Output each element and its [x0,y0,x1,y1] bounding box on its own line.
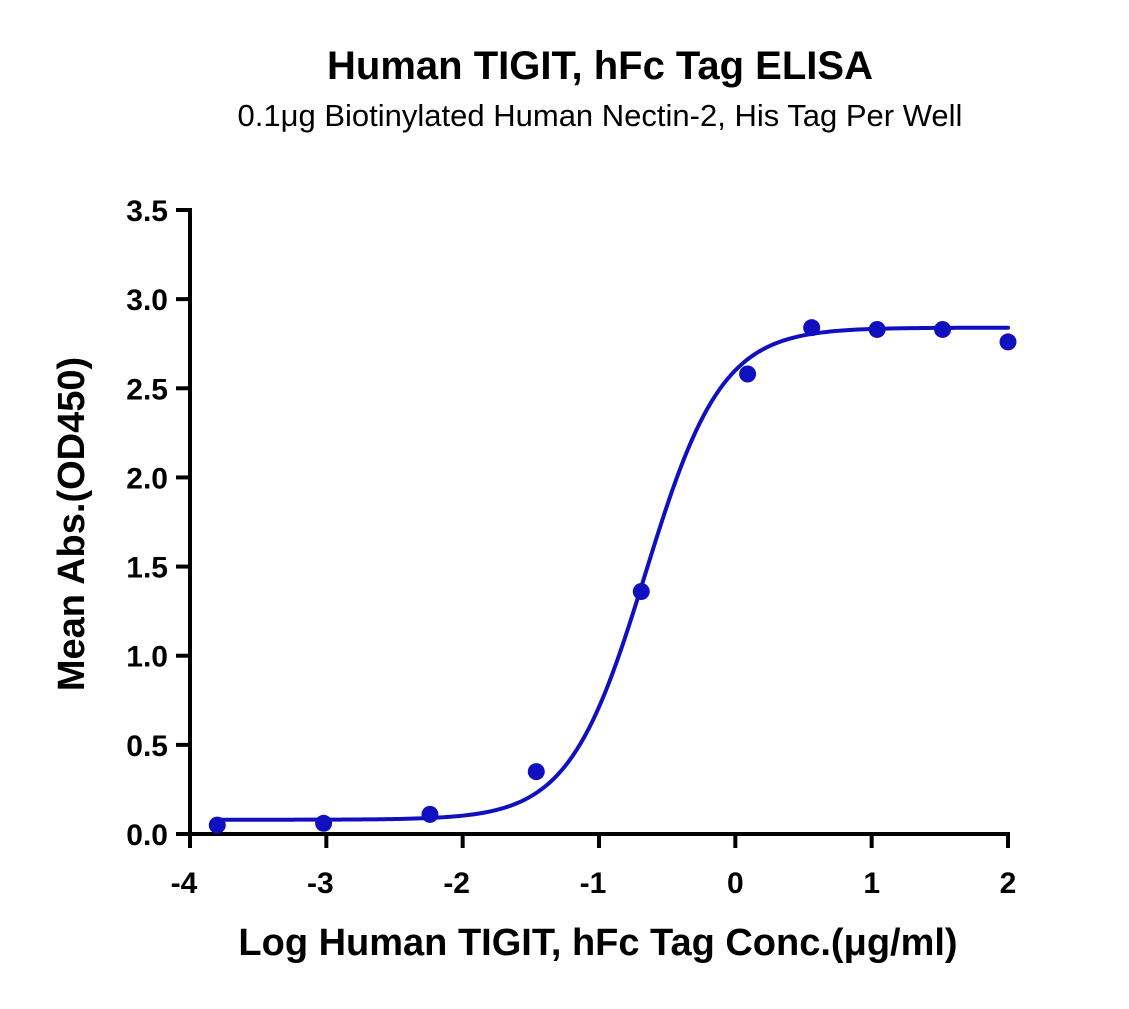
data-points-layer [208,319,1017,834]
data-point [527,763,545,781]
y-axis-label: Mean Abs.(OD450) [51,357,93,691]
chart-subtitle: 0.1μg Biotinylated Human Nectin-2, His T… [237,98,963,133]
x-tick-label: 1 [863,867,880,900]
x-tick-label: -1 [580,867,607,900]
y-tick-label: 0.0 [126,819,168,852]
y-tick-label: 3.5 [126,195,168,228]
axes: 0.0 0.5 1.0 1.5 2.0 2.5 3.0 3.5 -4 -3 -2 -1 0 1 2 [126,195,1016,900]
x-tick-label: -4 [171,867,198,900]
x-tick-label: -2 [443,867,470,900]
data-point [934,320,952,338]
data-point [739,365,757,383]
x-axis-label: Log Human TIGIT, hFc Tag Conc.(μg/ml) [238,922,957,964]
data-point [999,333,1017,351]
y-tick-label: 1.0 [126,641,168,674]
data-point [421,805,439,823]
data-point [803,319,821,337]
data-point [208,816,226,834]
y-tick-label: 3.0 [126,284,168,317]
data-point [868,320,886,338]
y-tick-label: 1.5 [126,552,168,585]
data-point [632,583,650,601]
x-tick-label: 0 [727,867,744,900]
chart-title: Human TIGIT, hFc Tag ELISA [327,44,873,88]
y-tick-label: 2.0 [126,462,168,495]
fit-curve-layer [215,325,1010,822]
data-point [315,814,333,832]
x-tick-label: 2 [1000,867,1017,900]
y-tick-label: 0.5 [126,730,168,763]
y-tick-label: 2.5 [126,373,168,406]
fit-curve [215,325,1010,822]
x-tick-label: -3 [307,867,334,900]
